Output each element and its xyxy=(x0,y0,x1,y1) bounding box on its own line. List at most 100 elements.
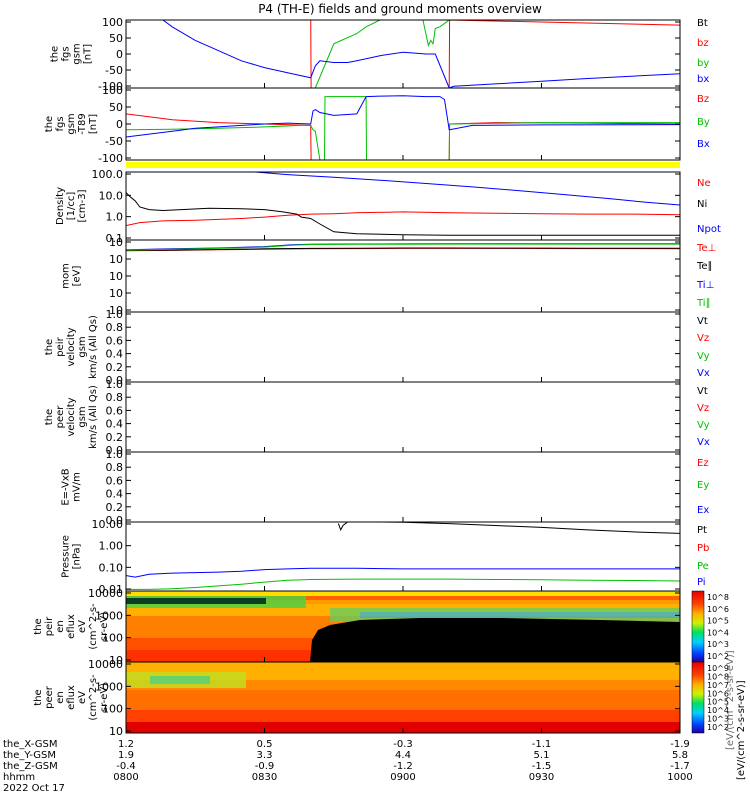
ylabel: the peir velocity gsm km/s (All Qs) xyxy=(44,315,99,379)
legend-vx: Vx xyxy=(697,368,710,379)
colorbar-tick-label: 10^2 xyxy=(707,723,729,732)
ylabel-line: [cm-3] xyxy=(77,189,88,222)
ylabel: E=-VxB mV/m xyxy=(61,468,83,505)
ytick-label: 100 xyxy=(102,84,123,97)
legend-bx: bx xyxy=(697,74,709,85)
ylabel-line: the xyxy=(33,618,44,634)
ytick-label: 0.1 xyxy=(106,232,124,245)
time-tick-x_gsm: -1.1 xyxy=(532,739,552,750)
ytick-label: 0.4 xyxy=(106,488,124,501)
ytick-label: 1.00 xyxy=(99,540,124,553)
ylabel-line: gsm xyxy=(77,336,88,357)
panel-3: 100.0 10.0 1.0 0.1 Density [1/cc] [cm-3] Ne Ni Np… xyxy=(55,168,721,245)
panel-6: 1.00.80.60.40.20.0 the peer velocity gsm km/s… xyxy=(44,378,710,457)
ylabel: the fgs gsm [nT] xyxy=(50,43,94,64)
series-ne-line xyxy=(126,211,680,227)
legend-te⊥: Te⊥ xyxy=(696,243,716,254)
ytick-label: 0.0 xyxy=(106,444,124,457)
time-tick-x_gsm: -1.9 xyxy=(670,739,690,750)
ylabel-line: eflux xyxy=(66,614,77,639)
ylabel-line: -T89 xyxy=(77,113,88,135)
series-bx-line xyxy=(126,95,680,138)
ylabel-line: eflux xyxy=(66,685,77,710)
time-tick-z_gsm: -0.4 xyxy=(116,761,136,772)
series-te∥-line xyxy=(126,247,680,251)
time-tick-y_gsm: 4.4 xyxy=(395,750,411,761)
ylabel: the peer velocity gsm km/s (All Qs) xyxy=(44,385,99,449)
ylabel-line: fgs xyxy=(61,46,72,61)
ylabel-line: the xyxy=(44,339,55,355)
axis-row-label: the_X-GSM xyxy=(3,739,57,750)
time-tick-hhmm: 0930 xyxy=(529,772,554,783)
electron-energy-spectrogram xyxy=(126,662,680,733)
legend-te∥: Te∥ xyxy=(696,261,713,272)
ytick-label: -50 xyxy=(105,135,123,148)
ylabel-line: the xyxy=(33,689,44,705)
series-pe-line xyxy=(126,578,680,590)
time-tick-z_gsm: -0.9 xyxy=(255,761,275,772)
ytick-label: 1000 xyxy=(95,609,123,622)
panel-frame xyxy=(125,381,681,453)
ytick-label: 1.0 xyxy=(106,211,124,224)
series-ti∥-line xyxy=(126,243,680,251)
ytick-label: 0.2 xyxy=(106,361,124,374)
panel-10: 10000 1000 100 10 the peer en eflux eV (cm^2-s-sr… xyxy=(33,658,681,738)
time-tick-y_gsm: 5.1 xyxy=(534,750,550,761)
ytick-label: 10 xyxy=(109,725,123,738)
legend-ti∥: Ti∥ xyxy=(696,298,711,309)
ytick-label: 10.00 xyxy=(92,518,124,531)
panel-frame xyxy=(125,87,681,161)
time-tick-hhmm: 0830 xyxy=(252,772,277,783)
ylabel-line: sr-eV) xyxy=(99,683,110,712)
ytick-label: 0.01 xyxy=(99,583,124,596)
ytick-label: 1.0 xyxy=(106,448,124,461)
time-tick-x_gsm: -0.3 xyxy=(393,739,413,750)
ylabel-line: the xyxy=(44,409,55,425)
colorbar-tick-label: 10^9 xyxy=(707,664,729,673)
ytick-label: 0 xyxy=(116,118,123,131)
ytick-label: 10000 xyxy=(88,587,123,600)
ylabel-line: gsm xyxy=(77,406,88,427)
legend-vt: Vt xyxy=(697,386,708,397)
legend-vy: Vy xyxy=(697,351,710,362)
legend-npot: Npot xyxy=(697,224,721,235)
ytick-label: 10 xyxy=(109,654,123,667)
legend-ez: Ez xyxy=(697,458,709,469)
ylabel: the peir en eflux eV (cm^2-s-sr-eV) xyxy=(33,603,110,650)
ytick-label: 0.0 xyxy=(106,374,124,387)
time-tick-x_gsm: 1.2 xyxy=(118,739,134,750)
legend-ey: Ey xyxy=(697,480,709,491)
ytick-label: 10000 xyxy=(88,658,123,671)
panel-5: 1.00.80.60.40.20.0 the peir velocity gsm km/s… xyxy=(44,308,710,387)
ytick-label: 1.0 xyxy=(106,308,124,321)
ytick-label: 0.10 xyxy=(99,561,124,574)
legend-vz: Vz xyxy=(697,403,709,414)
axis-row-label: 2022 Oct 17 xyxy=(3,783,65,794)
ylabel-line: velocity xyxy=(66,397,77,436)
colorbar-tick-label: 10^8 xyxy=(707,672,729,681)
time-tick-z_gsm: -1.2 xyxy=(393,761,413,772)
ylabel: the peer en eflux eV (cm^2-s-sr-eV) xyxy=(33,674,110,721)
ytick-label: 0.0 xyxy=(106,514,124,527)
ylabel-line: eV xyxy=(77,620,88,633)
series-pi-line xyxy=(126,567,680,578)
ylabel-line: mom xyxy=(61,263,72,289)
legend-by: by xyxy=(697,58,709,69)
legend-pe: Pe xyxy=(697,561,709,572)
panel-2: 100 50 0 -50 -100 the fgs gsm -T89 [nT] Bz By Bx xyxy=(44,84,710,165)
ylabel-line: peir xyxy=(44,616,55,636)
series-bx-line xyxy=(162,20,680,88)
ytick-label: -100 xyxy=(98,80,123,93)
legend-pt: Pt xyxy=(697,525,707,536)
colorbar-tick-label: 10^3 xyxy=(707,715,729,724)
ytick-label: 1000 xyxy=(95,680,123,693)
ytick-label: 0.4 xyxy=(106,418,124,431)
legend-ti⊥: Ti⊥ xyxy=(696,280,714,291)
series-npot-line xyxy=(255,172,680,206)
series-by-line xyxy=(310,20,680,88)
legend-bx: Bx xyxy=(697,139,710,150)
ytick-label: 100 xyxy=(102,632,123,645)
ylabel-line: (cm^2-s- xyxy=(88,603,99,650)
legend-ex: Ex xyxy=(697,505,709,516)
series-bz-line xyxy=(126,113,680,160)
